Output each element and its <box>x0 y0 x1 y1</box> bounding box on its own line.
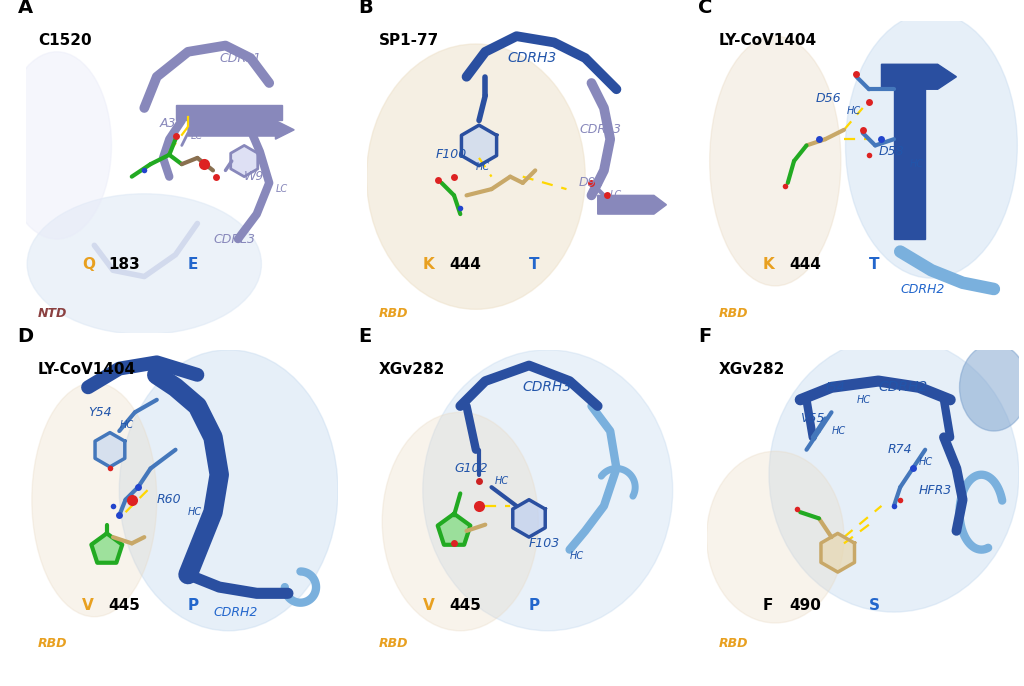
Polygon shape <box>437 514 470 545</box>
Text: LC: LC <box>191 131 203 141</box>
Text: HC: HC <box>831 426 846 436</box>
Polygon shape <box>821 534 854 572</box>
Text: V55: V55 <box>801 412 824 425</box>
Text: HC: HC <box>120 420 133 429</box>
Text: F: F <box>698 327 712 346</box>
Ellipse shape <box>2 52 112 239</box>
Polygon shape <box>598 196 667 214</box>
Ellipse shape <box>382 412 539 631</box>
Text: LY-CoV1404: LY-CoV1404 <box>719 33 817 48</box>
Ellipse shape <box>710 36 841 286</box>
Text: Q: Q <box>82 257 95 272</box>
Text: CDRL3: CDRL3 <box>213 233 255 246</box>
Ellipse shape <box>119 350 338 631</box>
Text: CDRH3: CDRH3 <box>522 380 572 394</box>
Ellipse shape <box>32 383 157 617</box>
Polygon shape <box>882 64 956 89</box>
Text: XGv282: XGv282 <box>379 362 445 377</box>
Text: 445: 445 <box>450 598 481 613</box>
Text: I54: I54 <box>825 381 845 394</box>
Text: HC: HC <box>909 159 924 169</box>
Text: CDRH2: CDRH2 <box>213 606 257 619</box>
Text: LY-CoV1404: LY-CoV1404 <box>38 362 136 377</box>
Ellipse shape <box>367 44 586 309</box>
Text: K: K <box>423 257 434 272</box>
Text: XGv282: XGv282 <box>719 362 785 377</box>
Text: CDRH2: CDRH2 <box>900 283 944 296</box>
Polygon shape <box>513 499 545 537</box>
Text: F: F <box>763 598 773 613</box>
Text: E: E <box>188 257 199 272</box>
Text: V: V <box>423 598 434 613</box>
Text: A: A <box>17 0 33 17</box>
Text: D: D <box>17 327 34 346</box>
Text: HC: HC <box>495 476 509 486</box>
Text: SP1-77: SP1-77 <box>379 33 439 48</box>
Text: C: C <box>698 0 713 17</box>
Text: C1520: C1520 <box>38 33 92 48</box>
Text: V: V <box>82 598 93 613</box>
Text: CDRL3: CDRL3 <box>579 123 621 137</box>
Ellipse shape <box>28 194 261 334</box>
Text: Y54: Y54 <box>88 406 112 418</box>
Text: HFR3: HFR3 <box>919 484 952 497</box>
Text: RBD: RBD <box>379 637 409 650</box>
Ellipse shape <box>423 350 673 631</box>
Polygon shape <box>188 121 294 139</box>
Text: B: B <box>358 0 373 17</box>
Text: RBD: RBD <box>719 637 749 650</box>
Text: HC: HC <box>188 507 202 517</box>
Polygon shape <box>91 534 122 563</box>
Text: R74: R74 <box>888 443 912 456</box>
Ellipse shape <box>769 338 1019 612</box>
Polygon shape <box>230 145 258 176</box>
Ellipse shape <box>959 344 1024 431</box>
Text: HC: HC <box>569 551 584 561</box>
Text: HC: HC <box>919 458 933 467</box>
Text: CDRL1: CDRL1 <box>219 51 261 64</box>
Text: D58: D58 <box>879 145 904 158</box>
Text: NTD: NTD <box>38 307 68 320</box>
Text: LC: LC <box>610 191 623 200</box>
Text: P: P <box>529 598 540 613</box>
Text: F103: F103 <box>529 537 560 550</box>
Polygon shape <box>175 105 282 121</box>
Text: 444: 444 <box>790 257 821 272</box>
Text: P: P <box>188 598 199 613</box>
Text: HC: HC <box>847 106 861 116</box>
Text: E: E <box>358 327 372 346</box>
Text: 183: 183 <box>109 257 140 272</box>
Text: RBD: RBD <box>719 307 749 320</box>
Ellipse shape <box>707 451 844 623</box>
Text: HC: HC <box>476 163 490 172</box>
Text: R60: R60 <box>157 493 181 506</box>
Text: 444: 444 <box>450 257 481 272</box>
Text: 490: 490 <box>790 598 821 613</box>
Text: K: K <box>763 257 774 272</box>
Text: D92: D92 <box>579 176 604 189</box>
Text: 445: 445 <box>109 598 140 613</box>
Text: T: T <box>869 257 880 272</box>
Text: LC: LC <box>275 184 288 194</box>
Polygon shape <box>894 67 925 239</box>
Text: A32: A32 <box>160 117 184 130</box>
Polygon shape <box>462 125 497 166</box>
Text: S: S <box>869 598 880 613</box>
Text: W91: W91 <box>244 170 272 183</box>
Ellipse shape <box>846 13 1017 278</box>
Text: F100: F100 <box>435 148 467 161</box>
Text: T: T <box>529 257 540 272</box>
Text: D56: D56 <box>816 92 842 105</box>
Polygon shape <box>95 433 125 467</box>
Text: HC: HC <box>856 395 870 405</box>
Text: RBD: RBD <box>379 307 409 320</box>
Text: RBD: RBD <box>38 637 68 650</box>
Text: CDRH3: CDRH3 <box>507 51 556 65</box>
Text: CDRH2: CDRH2 <box>879 380 928 394</box>
Text: G102: G102 <box>454 462 487 475</box>
